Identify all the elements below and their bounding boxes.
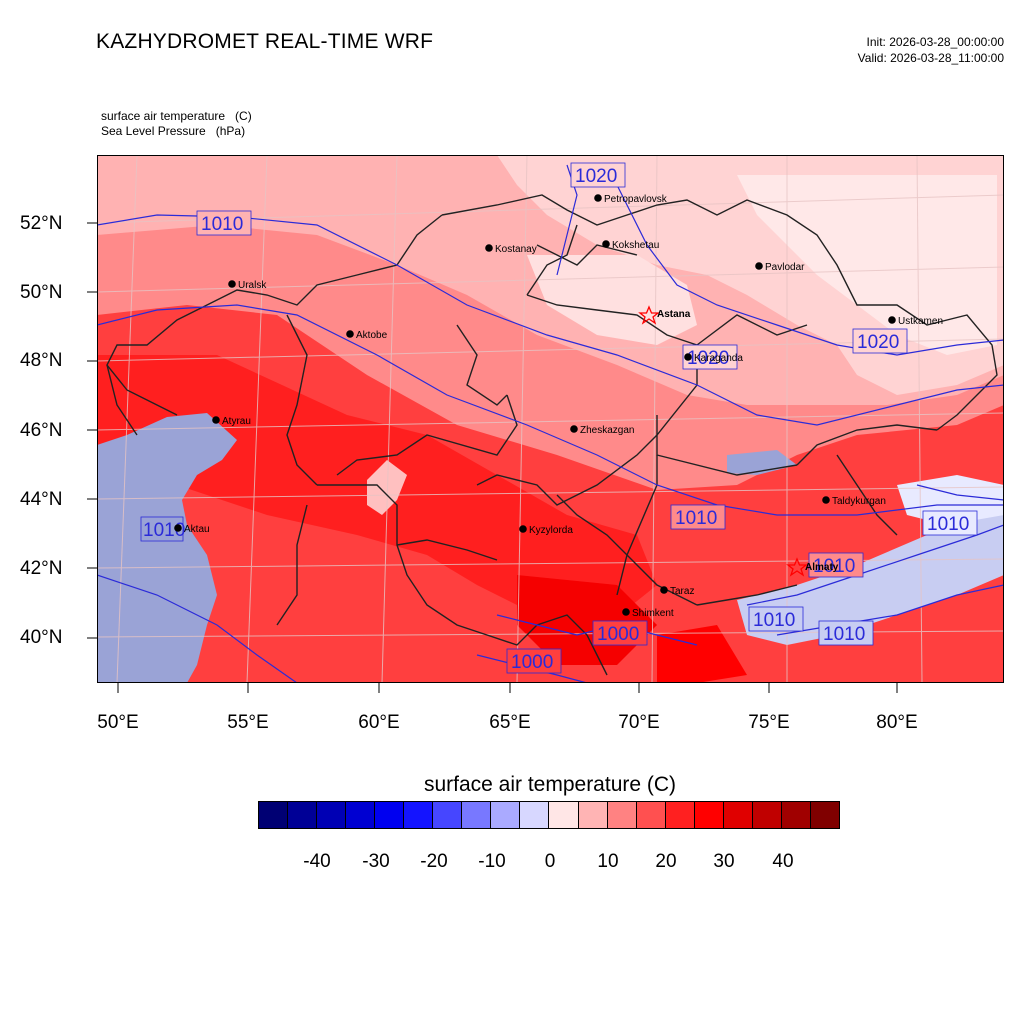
city-taldykurgan: Taldykurgan	[832, 496, 886, 507]
isobar-label: 1010	[813, 556, 855, 577]
isobar-label: 1000	[597, 624, 639, 645]
colorbar-swatch	[665, 802, 695, 828]
forecast-map: 1020 1010 1020 1020 1010 1010 1010 1010 …	[97, 155, 1004, 683]
colorbar-swatch	[723, 802, 753, 828]
colorbar-tick: -10	[478, 851, 506, 872]
colorbar-swatch	[288, 802, 318, 828]
isobar-label: 1010	[675, 508, 717, 529]
colorbar-swatch	[404, 802, 434, 828]
colorbar-swatch	[810, 802, 839, 828]
city-almaty: Almaty	[805, 562, 839, 573]
city-kyzylorda: Kyzylorda	[529, 525, 573, 536]
isobar-label: 1010	[143, 520, 185, 541]
city-petropavlovsk: Petropavlovsk	[604, 194, 668, 205]
colorbar-swatch	[781, 802, 811, 828]
city-aktau: Aktau	[184, 524, 210, 535]
colorbar-tick: 20	[655, 851, 677, 872]
colorbar-swatch	[607, 802, 637, 828]
city-kostanay: Kostanay	[495, 244, 537, 255]
colorbar-swatch	[259, 802, 289, 828]
colorbar-swatch	[520, 802, 550, 828]
city-astana: Astana	[657, 309, 691, 320]
mountain-cold-zone	[737, 505, 1004, 645]
city-ustkamen: Ustkamen	[898, 316, 943, 327]
city-taraz: Taraz	[670, 586, 694, 597]
colorbar-tick: 0	[544, 851, 556, 872]
colorbar-swatch	[752, 802, 782, 828]
lon-label-70: 70°E	[618, 712, 660, 733]
lon-label-80: 80°E	[876, 712, 918, 733]
lon-ticks	[117, 683, 898, 693]
colorbar-tick: 10	[597, 851, 619, 872]
colorbar-swatch	[433, 802, 463, 828]
field-label-temperature: surface air temperature (C)	[101, 109, 252, 123]
city-aktobe: Aktobe	[356, 330, 388, 341]
colorbar-swatch	[549, 802, 579, 828]
lake-balkhash	[727, 450, 797, 475]
caspian-sea	[97, 413, 237, 683]
isobar-label: 1000	[511, 652, 553, 673]
temperature-field-coldest	[737, 175, 997, 355]
map-title: KAZHYDROMET REAL-TIME WRF	[96, 30, 434, 53]
map-canvas: 1020 1010 1020 1020 1010 1010 1010 1010 …	[97, 155, 1004, 683]
isobar-label: 1010	[201, 214, 243, 235]
city-karaganda: Karaganda	[694, 353, 743, 364]
isobar-label: 1020	[575, 166, 617, 187]
colorbar-tick: -40	[303, 851, 331, 872]
lon-label-50: 50°E	[97, 712, 139, 733]
isobar-label: 1010	[927, 514, 969, 535]
lon-label-55: 55°E	[227, 712, 269, 733]
colorbar-tick: -30	[362, 851, 390, 872]
lon-label-65: 65°E	[489, 712, 531, 733]
lat-label-52: 52°N	[20, 213, 63, 234]
admin-borders	[106, 194, 998, 676]
field-label-pressure: Sea Level Pressure (hPa)	[101, 124, 246, 138]
colorbar-title: surface air temperature (C)	[423, 773, 677, 796]
colorbar-tick: -20	[420, 851, 448, 872]
lat-label-44: 44°N	[20, 489, 63, 510]
colorbar-tick: 30	[713, 851, 735, 872]
city-uralsk: Uralsk	[238, 280, 267, 291]
city-pavlodar: Pavlodar	[765, 262, 805, 273]
colorbar-swatch	[578, 802, 608, 828]
isobar-label: 1020	[857, 332, 899, 353]
colorbar-swatch	[462, 802, 492, 828]
colorbar-swatch	[375, 802, 405, 828]
colorbar-tick: 40	[772, 851, 794, 872]
city-shimkent: Shimkent	[632, 608, 674, 619]
lon-label-60: 60°E	[358, 712, 400, 733]
colorbar	[258, 801, 840, 829]
lon-label-75: 75°E	[748, 712, 790, 733]
city-atyrau: Atyrau	[222, 416, 251, 427]
lat-label-48: 48°N	[20, 350, 63, 371]
cities: Petropavlovsk Kostanay Kokshetau Pavloda…	[174, 194, 943, 619]
isobar-label: 1020	[687, 348, 729, 369]
lat-label-40: 40°N	[20, 627, 63, 648]
lat-ticks	[87, 222, 97, 639]
lat-label-42: 42°N	[20, 558, 63, 579]
city-kokshetau: Kokshetau	[612, 240, 659, 251]
lat-label-46: 46°N	[20, 420, 63, 441]
city-zheskazgan: Zheskazgan	[580, 425, 634, 436]
isobar-label: 1010	[753, 610, 795, 631]
colorbar-swatch	[694, 802, 724, 828]
colorbar-swatch	[317, 802, 347, 828]
colorbar-swatch	[636, 802, 666, 828]
lat-label-50: 50°N	[20, 282, 63, 303]
valid-time: Valid: 2026-03-28_11:00:00	[857, 51, 1004, 65]
isobar-label: 1010	[823, 624, 865, 645]
init-time: Init: 2026-03-28_00:00:00	[866, 35, 1004, 49]
colorbar-swatch	[346, 802, 376, 828]
colorbar-swatch	[491, 802, 521, 828]
